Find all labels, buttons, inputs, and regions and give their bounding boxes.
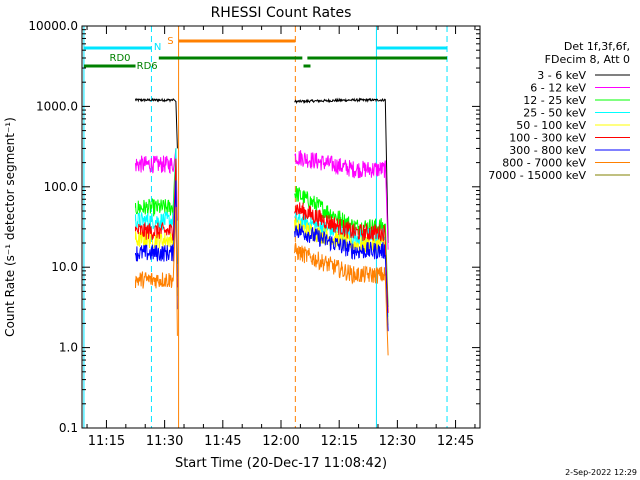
legend-label-8: 7000 - 15000 keV — [488, 169, 586, 182]
series-trace-7-seg2 — [294, 242, 389, 356]
state-label-rd0: RD0 — [110, 53, 131, 64]
legend-label-1: 6 - 12 keV — [530, 82, 586, 95]
y-tick-label-2: 10.0 — [51, 260, 78, 274]
legend-header-line-1: Det 1f,3f,6f, — [564, 40, 630, 53]
series-trace-0-seg1 — [135, 97, 178, 149]
state-label-s: S — [167, 36, 173, 47]
series-trace-2-seg1 — [135, 148, 178, 264]
plot-layer: NS RD0 RD6 0.1 1.0 10.0 100.0 1000.0 10000.0 11:1… — [28, 19, 480, 449]
x-tick-label-2: 11:45 — [204, 434, 241, 449]
legend-label-6: 300 - 800 keV — [509, 144, 586, 157]
series-trace-6-seg2 — [294, 223, 389, 332]
y-tick-label-5: 10000.0 — [28, 19, 78, 33]
axis-ticks: 0.1 1.0 10.0 100.0 1000.0 10000.0 11:15 11:30 11… — [28, 19, 480, 449]
legend-label-4: 50 - 100 keV — [516, 119, 586, 132]
date-stamp: 2-Sep-2022 12:29 — [565, 468, 637, 477]
series-trace-1-seg1 — [135, 148, 178, 221]
x-tick-label-1: 11:30 — [146, 434, 183, 449]
series-trace-5-seg2 — [294, 202, 389, 313]
chart-title: RHESSI Count Rates — [211, 5, 352, 21]
legend-label-2: 12 - 25 keV — [523, 94, 586, 107]
x-tick-label-5: 12:30 — [379, 434, 416, 449]
x-axis-label: Start Time (20-Dec-17 11:08:42) — [175, 456, 387, 471]
series-trace-7-seg1 — [135, 206, 178, 336]
plot-frame — [81, 25, 481, 429]
y-tick-label-4: 1000.0 — [36, 99, 78, 113]
y-tick-label-0: 0.1 — [59, 421, 78, 435]
x-tick-label-0: 11:15 — [88, 434, 125, 449]
legend-label-5: 100 - 300 keV — [509, 132, 586, 145]
x-tick-label-4: 12:15 — [320, 434, 357, 449]
y-axis-label: Count Rate (s⁻¹ detector segment⁻¹) — [3, 117, 17, 337]
y-tick-label-1: 1.0 — [59, 341, 78, 355]
legend-label-7: 800 - 7000 keV — [502, 157, 586, 170]
state-label-rd6: RD6 — [137, 61, 158, 72]
series-trace-5-seg1 — [135, 158, 178, 288]
x-tick-label-3: 12:00 — [262, 434, 299, 449]
legend-header-line-2: FDecim 8, Att 0 — [545, 53, 630, 66]
series-trace-3-seg1 — [135, 148, 178, 277]
x-tick-label-6: 12:45 — [437, 434, 474, 449]
legend-label-0: 3 - 6 keV — [537, 69, 586, 82]
state-label-n: N — [154, 42, 161, 53]
series-trace-1-seg2 — [294, 150, 389, 250]
series-trace-0-seg2 — [294, 97, 389, 244]
series-trace-6-seg1 — [135, 180, 178, 310]
y-tick-label-3: 100.0 — [44, 180, 78, 194]
legend-label-3: 25 - 50 keV — [523, 107, 586, 120]
